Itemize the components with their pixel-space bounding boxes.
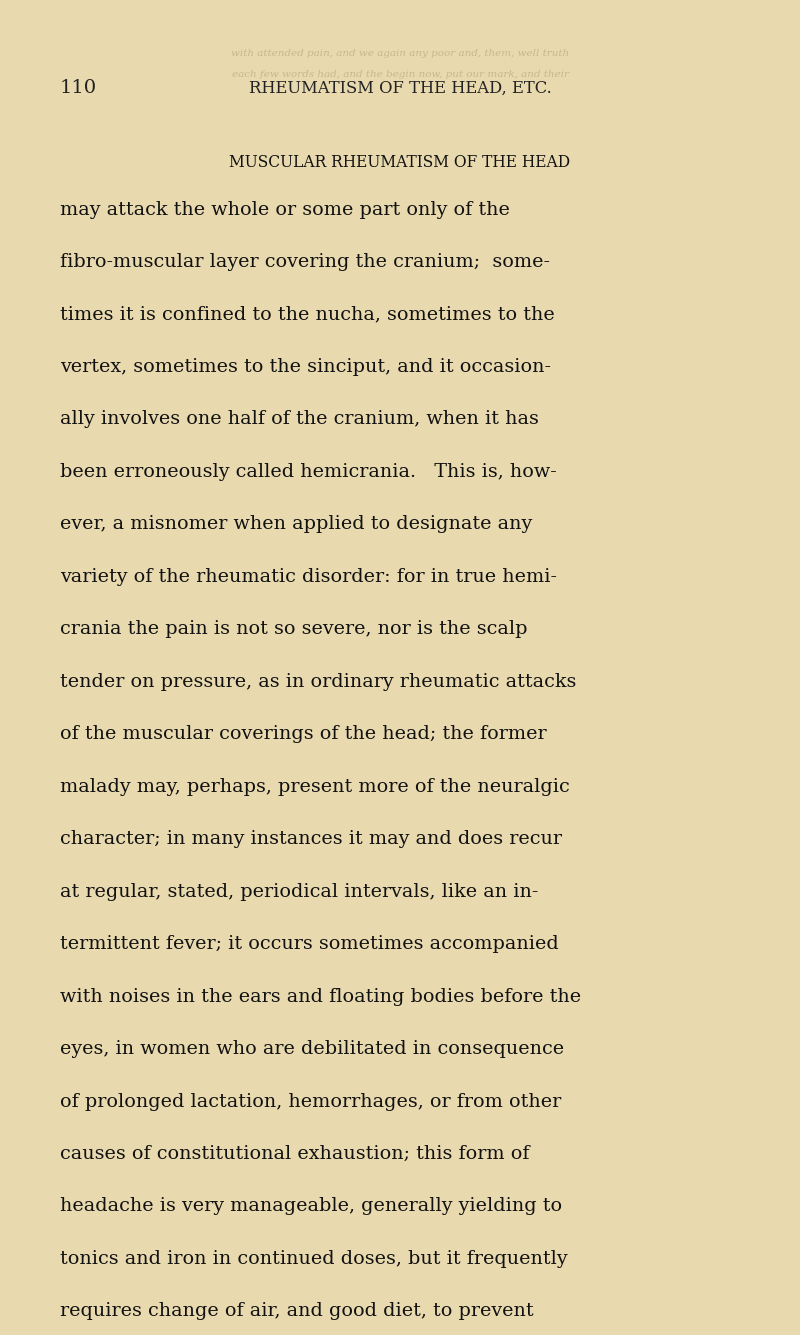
Text: been erroneously called hemicrania.   This is, how-: been erroneously called hemicrania. This… [60, 463, 557, 481]
Text: eyes, in women who are debilitated in consequence: eyes, in women who are debilitated in co… [60, 1040, 564, 1059]
Text: may attack the whole or some part only of the: may attack the whole or some part only o… [60, 200, 510, 219]
Text: MUSCULAR RHEUMATISM OF THE HEAD: MUSCULAR RHEUMATISM OF THE HEAD [230, 155, 570, 171]
Text: tonics and iron in continued doses, but it frequently: tonics and iron in continued doses, but … [60, 1250, 568, 1268]
Text: tender on pressure, as in ordinary rheumatic attacks: tender on pressure, as in ordinary rheum… [60, 673, 576, 690]
Text: 110: 110 [60, 79, 97, 97]
Text: times it is confined to the nucha, sometimes to the: times it is confined to the nucha, somet… [60, 306, 554, 323]
Text: crania the pain is not so severe, nor is the scalp: crania the pain is not so severe, nor is… [60, 621, 527, 638]
Text: with noises in the ears and floating bodies before the: with noises in the ears and floating bod… [60, 988, 581, 1005]
Text: with attended pain, and we again any poor and, them, well truth: with attended pain, and we again any poo… [231, 49, 569, 57]
Text: each few words had, and the begin now, put our mark, and their: each few words had, and the begin now, p… [231, 71, 569, 79]
Text: fibro-muscular layer covering the cranium;  some-: fibro-muscular layer covering the craniu… [60, 254, 550, 271]
Text: ally involves one half of the cranium, when it has: ally involves one half of the cranium, w… [60, 410, 539, 429]
Text: causes of constitutional exhaustion; this form of: causes of constitutional exhaustion; thi… [60, 1145, 530, 1163]
Text: ever, a misnomer when applied to designate any: ever, a misnomer when applied to designa… [60, 515, 532, 534]
Text: headache is very manageable, generally yielding to: headache is very manageable, generally y… [60, 1197, 562, 1215]
Text: of prolonged lactation, hemorrhages, or from other: of prolonged lactation, hemorrhages, or … [60, 1092, 562, 1111]
Text: of the muscular coverings of the head; the former: of the muscular coverings of the head; t… [60, 725, 546, 744]
Text: RHEUMATISM OF THE HEAD, ETC.: RHEUMATISM OF THE HEAD, ETC. [249, 80, 551, 96]
Text: at regular, stated, periodical intervals, like an in-: at regular, stated, periodical intervals… [60, 882, 538, 901]
Text: malady may, perhaps, present more of the neuralgic: malady may, perhaps, present more of the… [60, 778, 570, 796]
Text: variety of the rheumatic disorder: for in true hemi-: variety of the rheumatic disorder: for i… [60, 567, 557, 586]
Text: character; in many instances it may and does recur: character; in many instances it may and … [60, 830, 562, 848]
Text: vertex, sometimes to the sinciput, and it occasion-: vertex, sometimes to the sinciput, and i… [60, 358, 551, 376]
Text: termittent fever; it occurs sometimes accompanied: termittent fever; it occurs sometimes ac… [60, 934, 558, 953]
Text: requires change of air, and good diet, to prevent: requires change of air, and good diet, t… [60, 1303, 534, 1320]
